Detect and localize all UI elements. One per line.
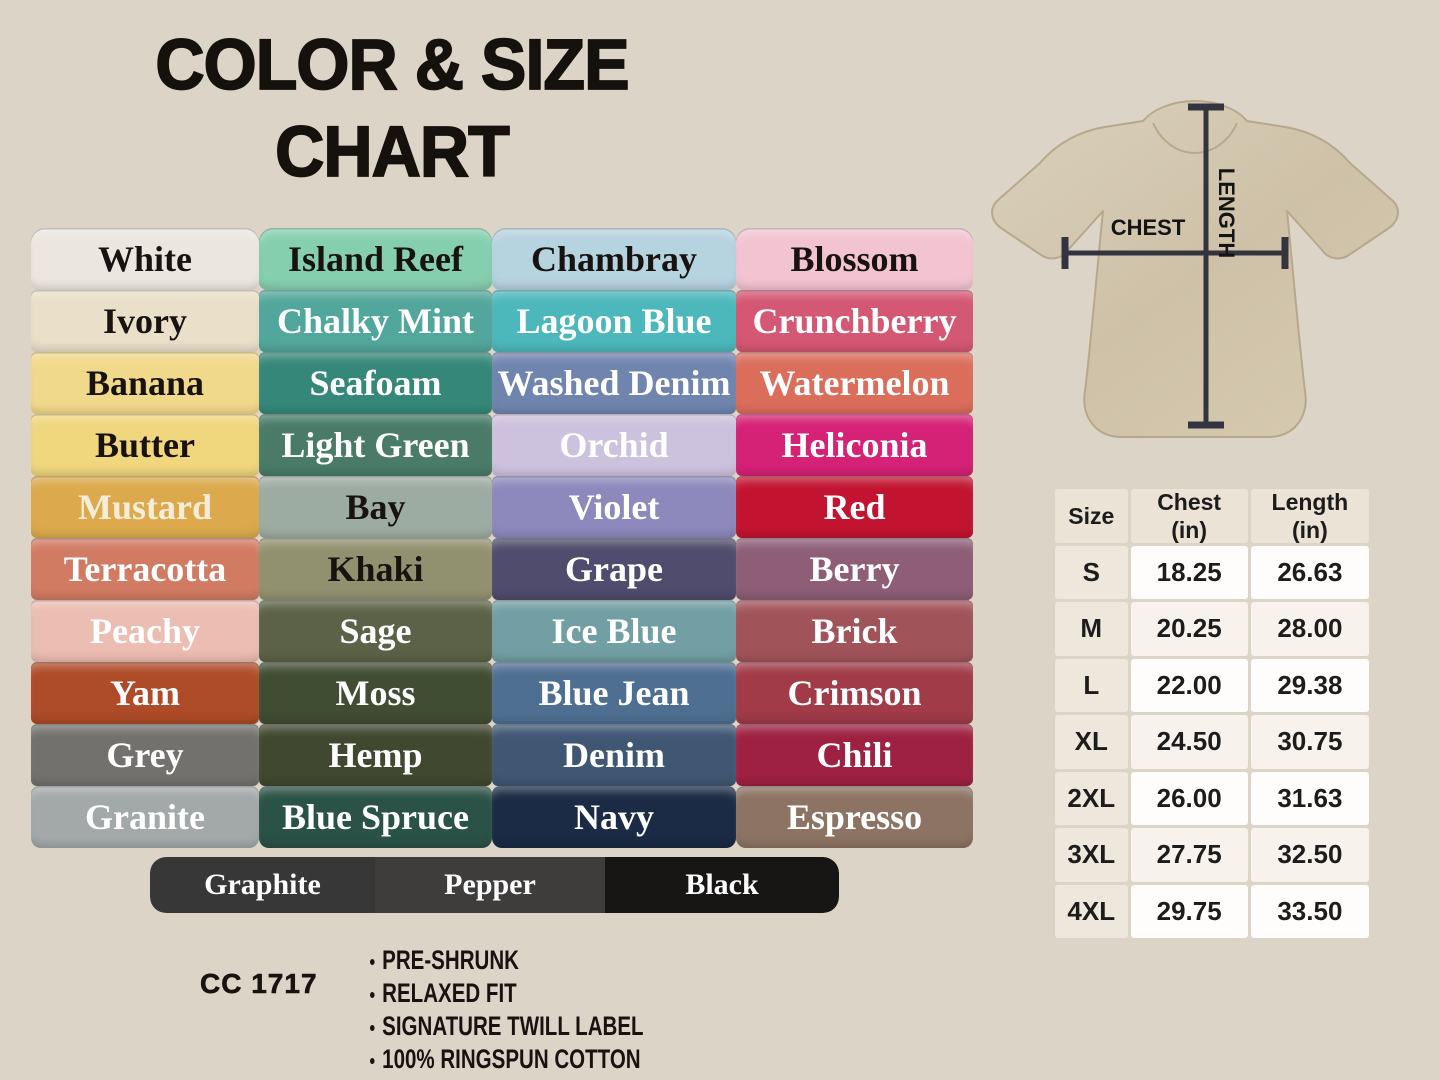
svg-text:LENGTH: LENGTH: [1214, 168, 1239, 258]
svg-text:CHEST: CHEST: [1111, 215, 1186, 240]
